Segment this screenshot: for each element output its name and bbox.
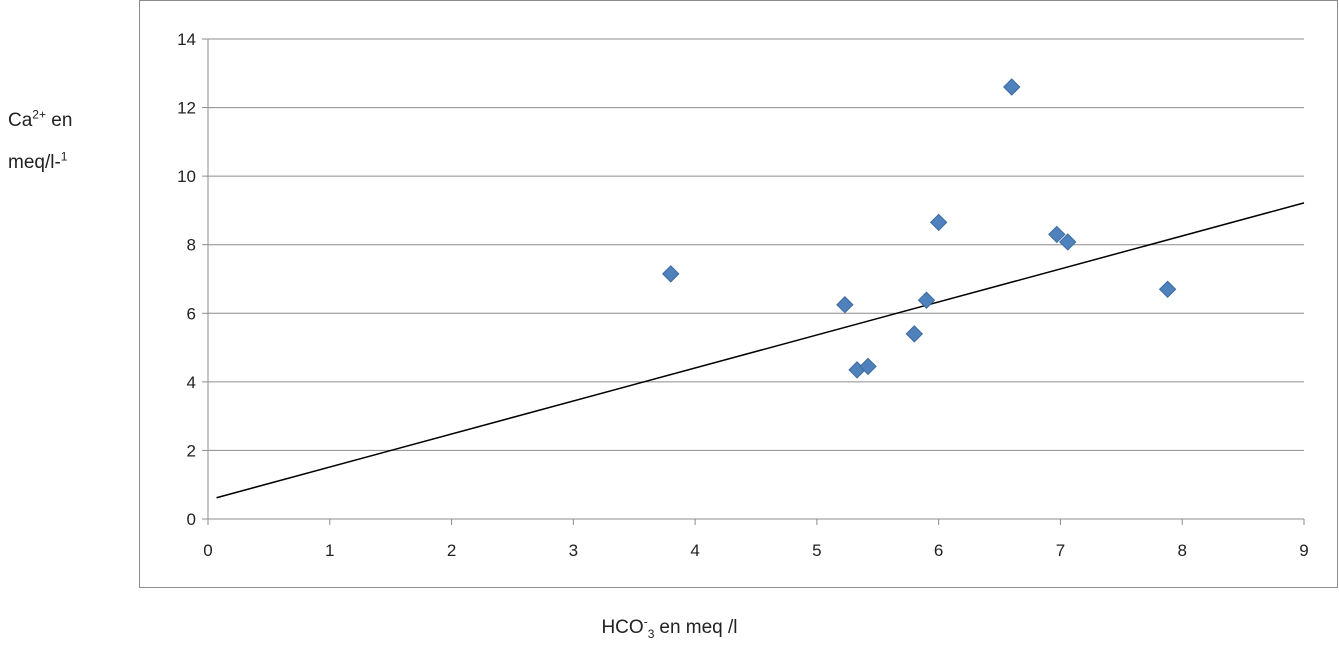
y-tick-label: 0 <box>187 510 196 529</box>
data-point <box>859 357 877 376</box>
chart-frame <box>139 0 1338 588</box>
x-tick-label: 7 <box>1056 541 1065 560</box>
data-point <box>1048 225 1066 244</box>
data-point <box>836 296 854 314</box>
x-tick-label: 2 <box>447 541 456 560</box>
data-point <box>929 213 948 232</box>
y-axis-label: Ca2+ en meq/l-1 <box>8 107 73 173</box>
data-point <box>905 325 924 343</box>
y-tick-label: 10 <box>177 167 196 186</box>
y-tick-label: 12 <box>177 99 196 118</box>
y-tick-label: 4 <box>187 373 196 392</box>
x-tick-label: 5 <box>812 541 821 560</box>
x-tick-label: 6 <box>934 541 943 560</box>
x-tick-label: 9 <box>1299 541 1308 560</box>
x-tick-label: 8 <box>1177 541 1186 560</box>
x-tick-label: 4 <box>690 541 699 560</box>
x-axis-label: HCO-3 en meq /l <box>601 614 738 641</box>
y-tick-label: 6 <box>187 304 196 323</box>
y-tick-label: 2 <box>187 441 196 460</box>
data-point <box>1059 233 1077 251</box>
x-tick-label: 1 <box>325 541 334 560</box>
trendline <box>216 202 1305 499</box>
data-point <box>1158 280 1177 298</box>
y-tick-label: 14 <box>177 30 196 49</box>
data-point <box>917 291 936 309</box>
x-tick-label: 3 <box>569 541 578 560</box>
x-tick-label: 0 <box>203 541 212 560</box>
data-point <box>1003 78 1021 96</box>
y-tick-label: 8 <box>187 236 196 255</box>
data-point <box>662 265 680 283</box>
